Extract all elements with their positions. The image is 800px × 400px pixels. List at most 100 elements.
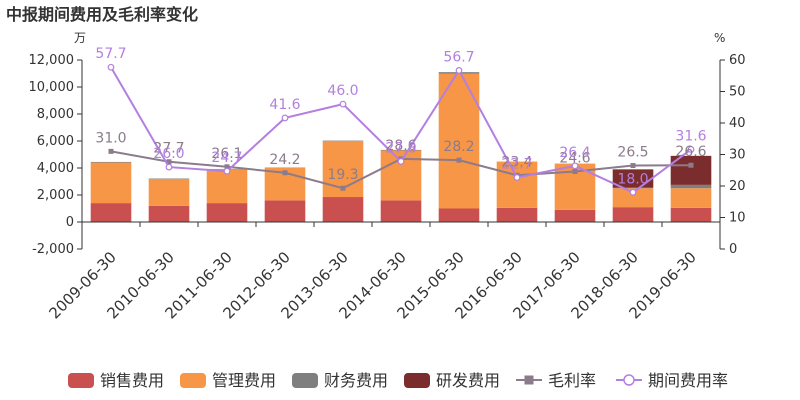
point-marker bbox=[224, 164, 230, 170]
lines bbox=[107, 63, 695, 196]
left-axis-unit: 万 bbox=[74, 31, 86, 45]
data-label: 57.7 bbox=[95, 46, 126, 62]
legend-swatch bbox=[180, 373, 206, 388]
bar-segment bbox=[206, 169, 248, 204]
chart-title: 中报期间费用及毛利率变化 bbox=[6, 5, 198, 24]
legend: 销售费用 管理费用 财务费用 研发费用 毛利率 期间费用率 bbox=[68, 371, 728, 390]
bar-segment bbox=[496, 207, 538, 222]
point-marker bbox=[223, 167, 231, 175]
legend-label: 期间费用率 bbox=[648, 371, 728, 390]
bar-segment bbox=[90, 161, 132, 163]
data-labels: 31.0 27.7 26.1 24.2 19.3 28.6 28.2 23.4 24.6 26.5… bbox=[95, 46, 706, 187]
x-axis: 2009-06-302010-06-302011-06-302012-06-30… bbox=[45, 221, 721, 322]
data-label: 31.0 bbox=[95, 130, 126, 146]
data-label: 24.6 bbox=[559, 151, 590, 167]
point-marker bbox=[108, 148, 114, 154]
right-tick-label: 40 bbox=[729, 116, 746, 131]
left-tick-label: -2,000 bbox=[32, 242, 74, 257]
point-marker bbox=[339, 100, 347, 108]
right-axis-unit: % bbox=[714, 31, 725, 45]
bar-segment bbox=[496, 161, 538, 208]
data-label: 23.4 bbox=[501, 154, 532, 170]
legend-label: 财务费用 bbox=[324, 371, 388, 390]
point-marker bbox=[513, 174, 521, 181]
bar-segment bbox=[670, 207, 712, 222]
data-label: 24.2 bbox=[269, 152, 300, 168]
legend-swatch bbox=[292, 373, 318, 388]
data-label: 18.0 bbox=[617, 171, 648, 187]
data-label: 19.3 bbox=[327, 167, 358, 183]
bar-segment bbox=[148, 178, 190, 206]
legend-marker bbox=[524, 375, 534, 385]
point-marker bbox=[397, 158, 405, 165]
bar-segment bbox=[322, 197, 364, 222]
point-marker bbox=[166, 159, 172, 165]
bar-segment bbox=[380, 200, 422, 222]
bar-segment bbox=[380, 149, 422, 151]
data-label: 22.7 bbox=[501, 156, 532, 172]
left-tick-label: 8,000 bbox=[37, 107, 74, 122]
point-marker bbox=[107, 63, 115, 71]
bar-segment bbox=[612, 169, 654, 188]
point-marker bbox=[281, 114, 289, 122]
point-marker bbox=[687, 146, 695, 153]
data-label: 26.4 bbox=[559, 145, 590, 161]
right-tick-label: 0 bbox=[729, 242, 737, 257]
data-label: 26.1 bbox=[211, 146, 242, 162]
point-marker bbox=[630, 163, 636, 169]
bar-segment bbox=[612, 188, 654, 208]
legend-swatch bbox=[404, 373, 430, 388]
data-label: 24.7 bbox=[211, 150, 242, 166]
point-marker bbox=[282, 170, 288, 176]
data-label: 46.0 bbox=[327, 83, 358, 99]
right-tick-label: 10 bbox=[729, 211, 746, 226]
data-label: 56.7 bbox=[443, 49, 474, 65]
bar-segment bbox=[90, 162, 132, 204]
bar-segment bbox=[90, 203, 132, 222]
left-tick-label: 10,000 bbox=[29, 80, 75, 95]
point-marker bbox=[456, 157, 462, 163]
left-tick-label: 2,000 bbox=[37, 188, 74, 203]
left-tick-label: 12,000 bbox=[29, 53, 75, 68]
left-tick-label: 0 bbox=[66, 215, 74, 230]
right-tick-label: 60 bbox=[729, 53, 746, 68]
legend-label: 管理费用 bbox=[212, 371, 276, 390]
right-axis: 0 10 20 30 40 50 60 bbox=[719, 53, 746, 257]
data-label: 28.2 bbox=[443, 139, 474, 155]
legend-marker bbox=[623, 374, 635, 386]
left-tick-label: 4,000 bbox=[37, 161, 74, 176]
bar-segment bbox=[264, 200, 306, 222]
data-label: 26.0 bbox=[153, 146, 184, 162]
point-marker bbox=[572, 169, 578, 175]
left-axis: -2,000 0 2,000 4,000 6,000 8,000 10,000 12,000 bbox=[29, 53, 83, 257]
right-tick-label: 30 bbox=[729, 148, 746, 163]
data-label: 27.7 bbox=[153, 141, 184, 157]
bar-segment bbox=[554, 209, 596, 222]
legend-swatch bbox=[68, 373, 94, 388]
data-label: 26.5 bbox=[617, 145, 648, 161]
bar-segment bbox=[206, 203, 248, 222]
bar-segment bbox=[148, 205, 190, 222]
point-marker bbox=[455, 66, 463, 74]
bar-segment bbox=[612, 187, 654, 189]
legend-label: 销售费用 bbox=[100, 371, 164, 390]
data-label: 28.6 bbox=[385, 138, 416, 154]
data-label: 27.8 bbox=[385, 140, 416, 156]
data-label: 26.6 bbox=[675, 144, 706, 160]
point-marker bbox=[571, 162, 579, 170]
legend-label: 毛利率 bbox=[548, 371, 596, 390]
bar-segment bbox=[438, 208, 480, 222]
data-label: 41.6 bbox=[269, 97, 300, 113]
right-tick-label: 50 bbox=[729, 85, 746, 100]
left-tick-label: 6,000 bbox=[37, 134, 74, 149]
legend-label: 研发费用 bbox=[436, 371, 500, 390]
bar-segment bbox=[670, 188, 712, 208]
point-marker bbox=[340, 185, 346, 191]
data-label: 31.6 bbox=[675, 128, 706, 144]
point-marker bbox=[629, 188, 637, 196]
point-marker bbox=[165, 163, 173, 171]
point-marker bbox=[688, 162, 694, 168]
bar-segment bbox=[612, 207, 654, 222]
bar-segment bbox=[670, 184, 712, 189]
